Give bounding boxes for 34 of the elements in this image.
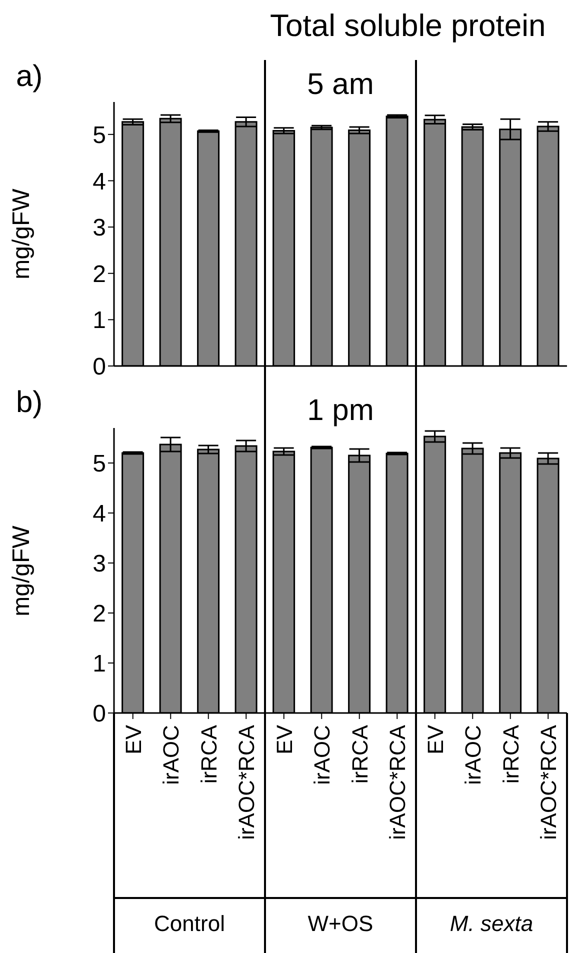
y-tick-label: 1 bbox=[92, 650, 106, 678]
x-tick-label: irAOC*RCA bbox=[385, 724, 410, 840]
y-tick-label: 4 bbox=[92, 500, 106, 528]
y-tick-label: 0 bbox=[92, 700, 106, 728]
y-tick-label: 2 bbox=[92, 600, 106, 628]
text: b) bbox=[16, 386, 43, 420]
text: W+OS bbox=[308, 911, 374, 937]
x-tick-label: irAOC bbox=[460, 724, 486, 785]
y-axis-title: mg/gFW bbox=[8, 525, 36, 616]
text: M. sexta bbox=[450, 911, 534, 937]
y-tick-label: 3 bbox=[92, 550, 106, 578]
x-tick-label: irRCA bbox=[498, 724, 524, 784]
y-tick-label: 4 bbox=[92, 168, 106, 196]
y-tick-label: 5 bbox=[92, 122, 106, 149]
x-tick-label: irRCA bbox=[347, 724, 372, 784]
x-tick-label: EV bbox=[120, 724, 146, 754]
chart-title: Total soluble protein bbox=[270, 8, 546, 44]
x-tick-label: EV bbox=[272, 724, 297, 754]
text: a) bbox=[16, 60, 43, 94]
x-tick-label: irRCA bbox=[196, 724, 222, 784]
y-tick-label: 1 bbox=[92, 307, 106, 334]
y-tick-label: 2 bbox=[92, 260, 106, 288]
x-tick-label: EV bbox=[422, 724, 448, 754]
x-tick-label: irAOC bbox=[158, 724, 184, 785]
x-tick-label: irAOC bbox=[310, 724, 335, 785]
y-tick-label: 0 bbox=[92, 354, 106, 381]
x-tick-label: irAOC*RCA bbox=[234, 724, 260, 840]
y-tick-label: 5 bbox=[92, 450, 106, 478]
chart-subtitle: 1 pm bbox=[307, 394, 374, 428]
x-tick-label: irAOC*RCA bbox=[536, 724, 562, 840]
y-tick-label: 3 bbox=[92, 214, 106, 242]
chart-subtitle: 5 am bbox=[307, 68, 374, 102]
text: Control bbox=[154, 911, 225, 937]
y-axis-title: mg/gFW bbox=[8, 188, 36, 280]
